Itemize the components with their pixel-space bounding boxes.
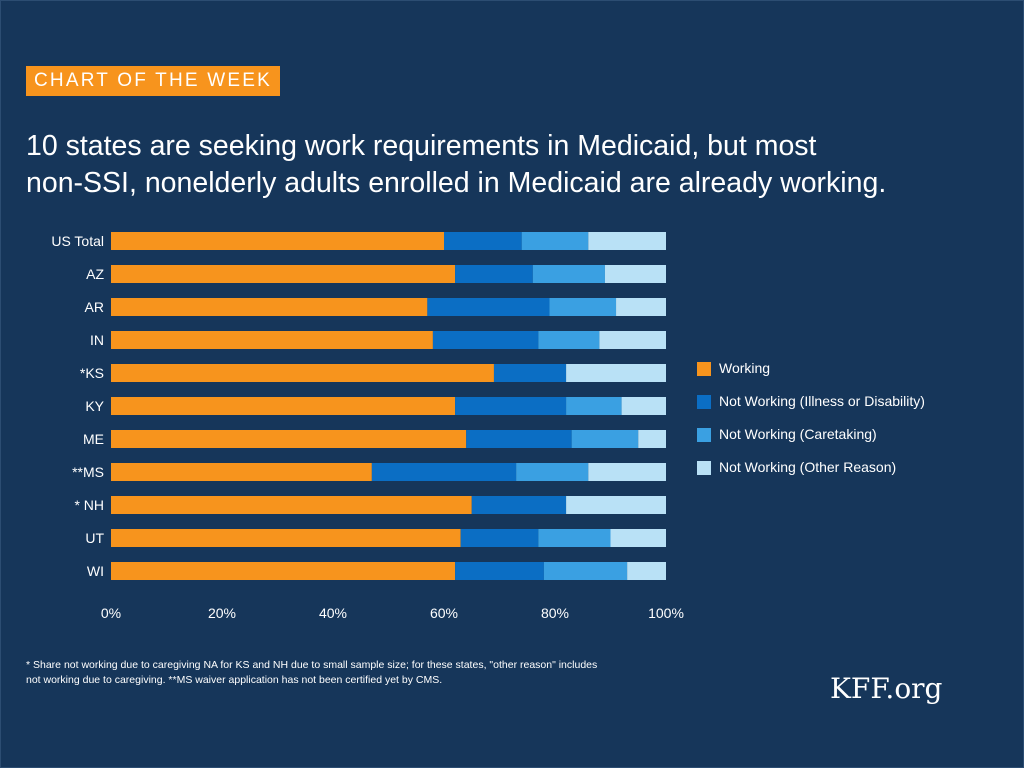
bar-segment [588, 232, 666, 250]
x-tick-label: 40% [319, 605, 347, 621]
bar-segment [455, 265, 533, 283]
kff-logo: KFF.org [830, 672, 943, 705]
chart-of-the-week-badge: CHART OF THE WEEK [26, 66, 280, 96]
bar-segment [543, 562, 628, 580]
bar-segment [111, 529, 461, 547]
legend-swatch [697, 362, 711, 376]
bar-segment [599, 331, 666, 349]
legend-item: Not Working (Caretaking) [697, 425, 925, 458]
chart-legend: Working Not Working (Illness or Disabilit… [697, 359, 925, 491]
legend-item: Not Working (Illness or Disability) [697, 392, 925, 425]
bar-segment [111, 397, 456, 415]
category-label: US Total [51, 233, 104, 249]
bar-segment [111, 430, 467, 448]
bar-segment [466, 430, 572, 448]
category-label: UT [85, 530, 104, 546]
x-tick-label: 100% [648, 605, 684, 621]
category-label: **MS [72, 464, 104, 480]
bar-segment [111, 232, 444, 250]
bar-segment [111, 298, 428, 316]
bar-segment [538, 529, 611, 547]
bar-segment [538, 331, 600, 349]
bar-segment [638, 430, 666, 448]
legend-swatch [697, 395, 711, 409]
category-label: IN [90, 332, 104, 348]
bar-segment [610, 529, 666, 547]
footnote-line-1: * Share not working due to caregiving NA… [26, 659, 598, 671]
bar-segment [566, 364, 666, 382]
bar-segment [566, 496, 666, 514]
bar-segment [432, 331, 539, 349]
bar-segment [627, 562, 666, 580]
bar-segment [427, 298, 550, 316]
bar-segment [604, 265, 666, 283]
bar-segment [111, 562, 456, 580]
category-label: * NH [74, 497, 104, 513]
bar-segment [571, 430, 639, 448]
bar-segment [516, 463, 589, 481]
category-label: AR [85, 299, 104, 315]
bar-segment [621, 397, 666, 415]
bar-segment [444, 232, 522, 250]
category-label: ME [83, 431, 104, 447]
legend-swatch [697, 461, 711, 475]
legend-swatch [697, 428, 711, 442]
bar-segment [471, 496, 567, 514]
bar-segment [549, 298, 617, 316]
legend-item: Working [697, 359, 925, 392]
footnote: * Share not working due to caregiving NA… [26, 658, 706, 688]
bar-segment [493, 364, 567, 382]
bar-segment [532, 265, 605, 283]
bar-segment [460, 529, 539, 547]
x-tick-label: 60% [430, 605, 458, 621]
legend-item: Not Working (Other Reason) [697, 458, 925, 491]
legend-label: Not Working (Caretaking) [719, 426, 877, 442]
legend-label: Working [719, 360, 771, 376]
bar-segment [111, 364, 494, 382]
x-tick-label: 20% [208, 605, 236, 621]
category-label: WI [87, 563, 104, 579]
category-label: *KS [80, 365, 104, 381]
footnote-line-2: not working due to caregiving. **MS waiv… [26, 674, 443, 686]
bar-segment [111, 463, 372, 481]
bar-segment [455, 562, 544, 580]
x-tick-label: 80% [541, 605, 569, 621]
legend-label: Not Working (Illness or Disability) [719, 393, 925, 409]
bar-segment [588, 463, 666, 481]
bar-segment [616, 298, 666, 316]
bar-segment [111, 496, 472, 514]
x-tick-label: 0% [101, 605, 121, 621]
legend-label: Not Working (Other Reason) [719, 459, 897, 475]
bar-segment [566, 397, 622, 415]
category-label: KY [85, 398, 104, 414]
category-label: AZ [86, 266, 104, 282]
bar-segment [111, 265, 456, 283]
chart-headline: 10 states are seeking work requirements … [26, 128, 986, 202]
bar-segment [521, 232, 589, 250]
bar-segment [455, 397, 567, 415]
bar-segment [111, 331, 433, 349]
headline-line-2: non-SSI, nonelderly adults enrolled in M… [26, 167, 887, 199]
bar-segment [371, 463, 517, 481]
headline-line-1: 10 states are seeking work requirements … [26, 130, 817, 162]
